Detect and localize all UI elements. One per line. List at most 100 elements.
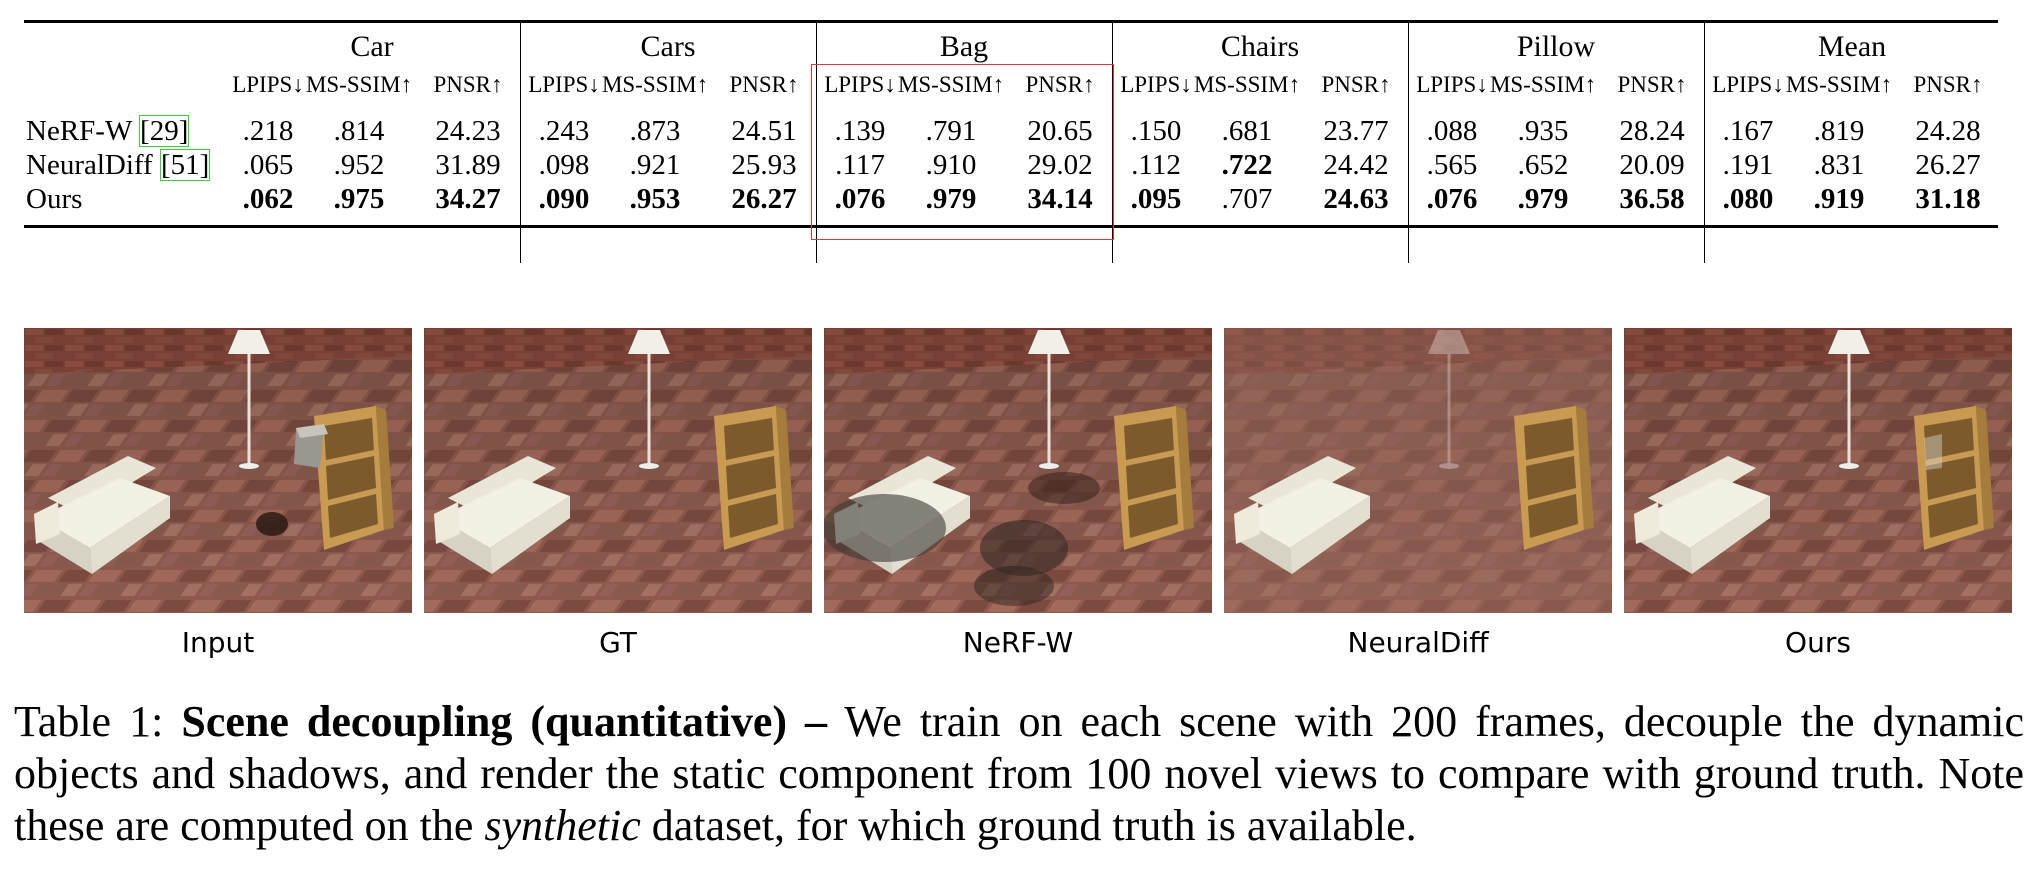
table-cell: .952 (333, 149, 385, 181)
metric-header: MS-SSIM↑ (1193, 72, 1301, 97)
metric-header: PNSR↑ (1617, 72, 1687, 97)
table-cell: 28.24 (1619, 115, 1685, 147)
table-cell: 24.51 (731, 115, 797, 147)
metric-header: PNSR↑ (433, 72, 503, 97)
table-cell: .979 (925, 183, 977, 215)
table-cell: .076 (1426, 183, 1478, 215)
group-title-mean: Mean (1817, 30, 1887, 63)
table-cell: 31.89 (435, 149, 501, 181)
table-cell: .191 (1722, 149, 1774, 181)
table-cell: .139 (834, 115, 886, 147)
method-name: Ours (26, 183, 83, 215)
table-cell: .819 (1813, 115, 1865, 147)
table-cell: .112 (1131, 149, 1181, 181)
table-cell: 20.09 (1619, 149, 1685, 181)
table-cell: 20.65 (1027, 115, 1093, 147)
panel-label: NeuralDiff (1347, 626, 1489, 659)
table-cell: .167 (1722, 115, 1774, 147)
table-cell: .565 (1426, 149, 1478, 181)
table-cell: 29.02 (1027, 149, 1093, 181)
panel-image-ours (1624, 328, 2012, 613)
caption-text-1: We train on each scene with 200 frames, … (14, 697, 2025, 850)
metric-header: LPIPS↓ (1120, 72, 1192, 97)
table-cell: .935 (1517, 115, 1569, 147)
panel-label: NeRF-W (962, 626, 1074, 659)
table-cell: .873 (629, 115, 681, 147)
table-cell: 24.28 (1915, 115, 1981, 147)
table-cell: 25.93 (731, 149, 797, 181)
table-cell: .722 (1221, 149, 1273, 181)
table-cell: .243 (538, 115, 590, 147)
table-cell: .831 (1813, 149, 1865, 181)
table-cell: .953 (629, 183, 681, 215)
row-label-ours: Ours (26, 183, 82, 216)
caption-prefix: Table 1: (14, 697, 182, 746)
table-cell: 24.42 (1323, 149, 1389, 181)
table-cell: .218 (242, 115, 294, 147)
panel-image-input (24, 328, 412, 613)
group-separator (520, 23, 521, 263)
group-title-pillow: Pillow (1516, 30, 1596, 63)
table-cell: 24.23 (435, 115, 501, 147)
metric-header: MS-SSIM↑ (1785, 72, 1893, 97)
table-cell: 36.58 (1619, 183, 1685, 215)
table-cell: 23.77 (1323, 115, 1389, 147)
metric-header: PNSR↑ (729, 72, 799, 97)
method-name: NeRF-W (26, 115, 132, 147)
table-cell: .090 (538, 183, 590, 215)
group-separator (1408, 23, 1409, 263)
table-cell: .088 (1426, 115, 1478, 147)
group-separator (1704, 23, 1705, 263)
group-separator (1112, 23, 1113, 263)
table-cell: .117 (835, 149, 885, 181)
panel-image-gt (424, 328, 812, 613)
citation-link[interactable]: [51] (159, 149, 211, 181)
table-cell: 26.27 (731, 183, 797, 215)
citation-link[interactable]: [29] (139, 115, 190, 147)
table-cell: 34.14 (1027, 183, 1093, 215)
group-title-cars: Cars (640, 30, 696, 63)
panel-label: Ours (1785, 626, 1851, 659)
metric-header: MS-SSIM↑ (1489, 72, 1597, 97)
table-cell: 34.27 (435, 183, 501, 215)
caption-text-2: dataset, for which ground truth is avail… (640, 801, 1417, 850)
metric-header: MS-SSIM↑ (601, 72, 709, 97)
table-cell: .910 (925, 149, 977, 181)
table-cell: .095 (1130, 183, 1182, 215)
panel-image-nerf-w (824, 328, 1212, 613)
metric-header: LPIPS↓ (1712, 72, 1784, 97)
metric-header: PNSR↑ (1321, 72, 1391, 97)
table-cell: .098 (538, 149, 590, 181)
panel-image-neuraldiff (1224, 328, 1612, 613)
metric-header: LPIPS↓ (1416, 72, 1488, 97)
table-cell: .065 (242, 149, 294, 181)
group-title-chairs: Chairs (1220, 30, 1300, 63)
caption-title: Scene decoupling (quantitative) – (181, 697, 828, 746)
table-cell: 24.63 (1323, 183, 1389, 215)
table-cell: .681 (1221, 115, 1273, 147)
group-separator (816, 23, 817, 263)
metric-header: MS-SSIM↑ (897, 72, 1005, 97)
metric-header: LPIPS↓ (824, 72, 896, 97)
method-name: NeuralDiff (26, 149, 153, 181)
panel-label: Input (181, 626, 255, 659)
caption-italic-word: synthetic (484, 801, 641, 850)
table-cell: .979 (1517, 183, 1569, 215)
metric-header: PNSR↑ (1025, 72, 1095, 97)
bag-highlight-box (811, 64, 1114, 240)
table-cell: .076 (834, 183, 886, 215)
table-cell: .921 (629, 149, 681, 181)
metric-header: LPIPS↓ (528, 72, 600, 97)
table-top-rule (24, 20, 1998, 23)
panel-label: GT (599, 626, 637, 659)
table-cell: 31.18 (1915, 183, 1981, 215)
table-cell: 26.27 (1915, 149, 1981, 181)
table-cell: .975 (333, 183, 385, 215)
metric-header: LPIPS↓ (232, 72, 304, 97)
table-cell: .150 (1130, 115, 1182, 147)
group-title-car: Car (350, 30, 394, 63)
table-cell: .707 (1221, 183, 1273, 215)
group-title-bag: Bag (939, 30, 989, 63)
table-bottom-rule (24, 225, 1998, 228)
table-cell: .919 (1813, 183, 1865, 215)
